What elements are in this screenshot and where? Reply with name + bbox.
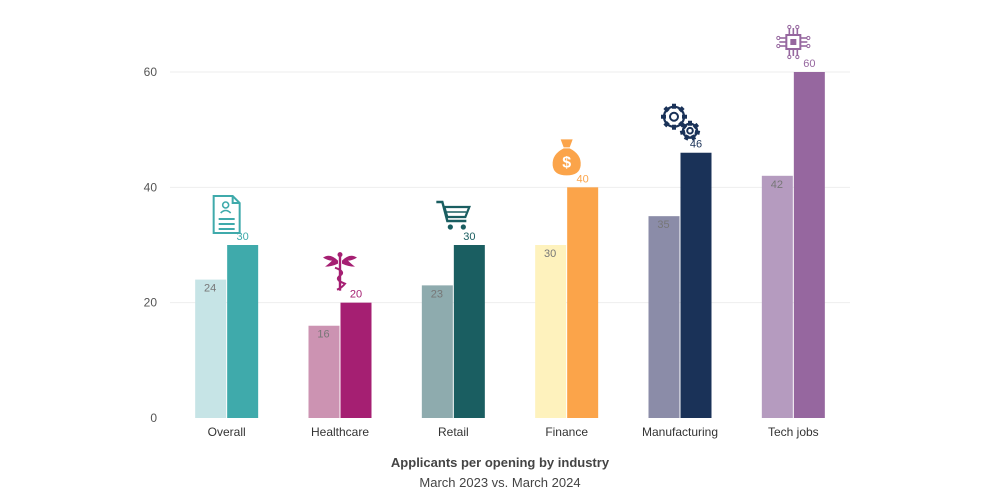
- gears-icon: [661, 103, 701, 141]
- gridlines: [170, 71, 850, 304]
- y-tick-label: 60: [144, 65, 158, 79]
- svg-text:$: $: [562, 154, 571, 171]
- money-bag-icon: $: [552, 139, 581, 176]
- value-label-2024: 60: [803, 58, 815, 70]
- category-label: Tech jobs: [768, 425, 819, 439]
- bar-2023: [421, 285, 453, 418]
- document-person-icon: [212, 195, 241, 234]
- bar-2023: [761, 175, 793, 418]
- chart-subtitle: March 2023 vs. March 2024: [419, 475, 581, 490]
- value-label-2024: 40: [577, 173, 589, 185]
- category-label: Manufacturing: [642, 425, 718, 439]
- y-tick-label: 20: [144, 296, 158, 310]
- bar-2024: [340, 302, 372, 418]
- shopping-cart-icon: [436, 200, 471, 230]
- value-label-2023: 42: [771, 179, 783, 191]
- category-label: Finance: [545, 425, 588, 439]
- bar-2024: [567, 187, 599, 418]
- value-label-2023: 35: [657, 219, 669, 231]
- chart-title: Applicants per opening by industry: [390, 455, 610, 470]
- bar-2023: [535, 245, 567, 418]
- bar-2023: [195, 279, 227, 418]
- value-label-2023: 23: [431, 288, 443, 300]
- bar-2023: [308, 325, 340, 418]
- value-label-2023: 24: [204, 283, 216, 295]
- caduceus-icon: [323, 252, 357, 291]
- value-label-2023: 16: [317, 329, 329, 341]
- y-tick-label: 40: [144, 180, 158, 194]
- bar-2024: [227, 245, 259, 418]
- y-tick-label: 0: [150, 411, 157, 425]
- y-axis-tick-labels: 0 20 40 60: [144, 65, 158, 425]
- bar-2024: [680, 152, 712, 418]
- category-label: Retail: [438, 425, 469, 439]
- bar-2023: [648, 216, 680, 418]
- bar-2024: [453, 245, 485, 418]
- category-label: Overall: [208, 425, 246, 439]
- value-label-2023: 30: [544, 248, 556, 260]
- value-label-2024: 30: [463, 231, 475, 243]
- circuit-chip-icon: [776, 24, 811, 60]
- category-labels: Overall Healthcare Retail Finance Manufactur…: [208, 425, 819, 439]
- value-label-2024: 20: [350, 289, 362, 301]
- category-icons: $: [212, 24, 811, 291]
- bar-2024: [793, 72, 825, 418]
- bars: [195, 72, 825, 418]
- category-label: Healthcare: [311, 425, 369, 439]
- value-label-2024: 46: [690, 139, 702, 151]
